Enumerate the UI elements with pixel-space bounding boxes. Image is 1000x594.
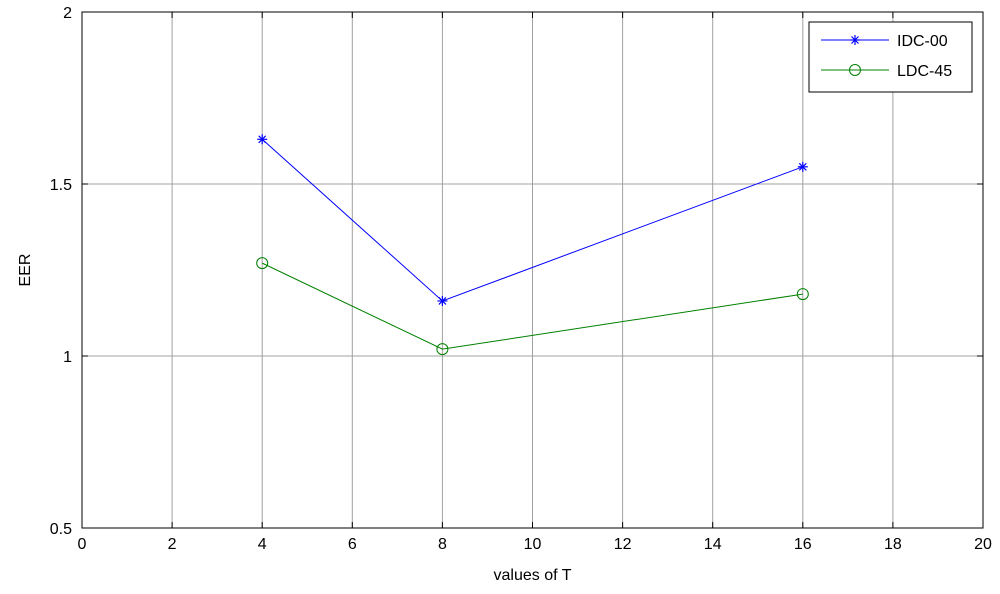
y-tick-label: 1 xyxy=(63,349,72,366)
data-point xyxy=(796,288,809,301)
marker-stroke xyxy=(258,135,267,144)
data-point xyxy=(436,343,449,356)
legend-item: LDC-45 xyxy=(821,63,952,80)
x-axis-label: values of T xyxy=(494,567,572,584)
y-tick-labels: 0.5 1 1.5 2 xyxy=(50,5,72,538)
marker-stroke xyxy=(798,162,807,171)
legend-label: IDC-00 xyxy=(897,33,948,50)
y-tick-label: 1.5 xyxy=(50,177,72,194)
legend-marker xyxy=(850,35,860,45)
x-tick-labels: 0 2 4 6 8 10 12 14 16 18 20 xyxy=(78,536,992,553)
x-tick-label: 6 xyxy=(348,536,357,553)
legend-box xyxy=(808,21,973,93)
x-tick-label: 0 xyxy=(78,536,87,553)
y-tick-label: 0.5 xyxy=(50,521,72,538)
x-tick-label: 4 xyxy=(258,536,267,553)
x-tick-label: 12 xyxy=(614,536,632,553)
x-tick-label: 16 xyxy=(794,536,812,553)
legend-item: IDC-00 xyxy=(821,33,948,50)
data-point xyxy=(256,257,269,270)
x-tick-label: 8 xyxy=(438,536,447,553)
x-tick-label: 20 xyxy=(974,536,992,553)
y-axis-label: EER xyxy=(17,254,34,287)
legend-label: LDC-45 xyxy=(897,63,952,80)
x-tick-label: 18 xyxy=(884,536,902,553)
series-line xyxy=(261,262,803,350)
series-1 xyxy=(257,134,808,306)
series-2 xyxy=(256,257,809,356)
legend-marker xyxy=(849,64,861,76)
marker-stroke xyxy=(438,297,447,305)
y-tick-label: 2 xyxy=(63,5,72,22)
x-tick-label: 2 xyxy=(168,536,177,553)
legend: IDC-00 LDC-45 xyxy=(808,21,973,93)
data-point xyxy=(257,134,268,145)
x-tick-label: 14 xyxy=(704,536,722,553)
series xyxy=(256,134,809,356)
axis-ticks xyxy=(81,11,984,529)
grid xyxy=(82,12,983,528)
marker-stroke xyxy=(851,36,859,44)
data-point xyxy=(797,161,808,172)
legend-items: IDC-00 LDC-45 xyxy=(821,33,952,80)
x-tick-label: 10 xyxy=(524,536,542,553)
data-point xyxy=(437,295,448,306)
